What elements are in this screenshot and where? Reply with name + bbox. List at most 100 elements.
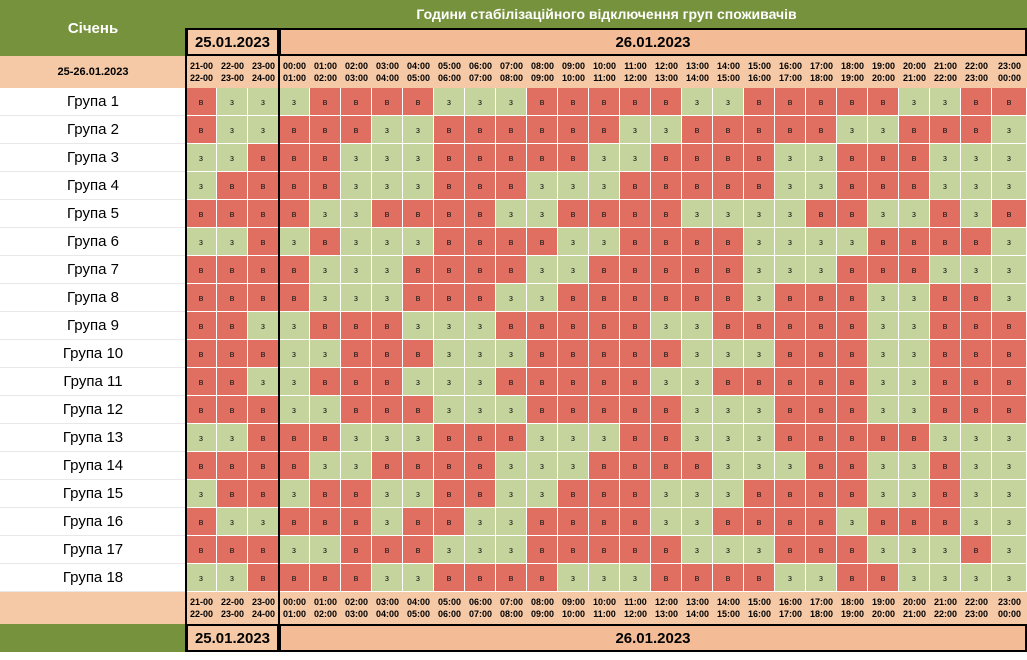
hour-start: 04:00 [406, 597, 431, 607]
outage-cell: в [961, 368, 992, 396]
outage-cell: в [279, 284, 310, 312]
outage-cell: в [341, 480, 372, 508]
footer-hour: 00:00 01:00 [279, 592, 310, 624]
month-label: Січень [0, 0, 186, 56]
outage-cell: в [744, 508, 775, 536]
power-on-cell: з [341, 200, 372, 228]
outage-cell: в [961, 284, 992, 312]
outage-cell: в [713, 368, 744, 396]
outage-cell: в [186, 340, 217, 368]
power-on-cell: з [558, 452, 589, 480]
footer-date-2: 26.01.2023 [279, 624, 1027, 652]
footer-hour: 01:00 02:00 [310, 592, 341, 624]
power-on-cell: з [341, 144, 372, 172]
hour-end: 05:00 [406, 73, 431, 83]
hour-end: 07:00 [468, 73, 493, 83]
power-on-cell: з [279, 88, 310, 116]
outage-cell: в [651, 200, 682, 228]
outage-cell: в [837, 88, 868, 116]
outage-cell: в [248, 200, 279, 228]
outage-cell: в [589, 508, 620, 536]
power-on-cell: з [589, 172, 620, 200]
power-on-cell: з [465, 340, 496, 368]
outage-cell: в [961, 340, 992, 368]
outage-cell: в [713, 228, 744, 256]
power-on-cell: з [589, 564, 620, 592]
hour-end: 04:00 [375, 73, 400, 83]
footer-hour: 20:00 21:00 [899, 592, 930, 624]
outage-cell: в [279, 172, 310, 200]
hour-end: 04:00 [375, 609, 400, 619]
power-on-cell: з [682, 312, 713, 340]
outage-cell: в [837, 536, 868, 564]
hour-end: 23-00 [220, 609, 245, 619]
power-on-cell: з [744, 424, 775, 452]
hour-end: 13:00 [654, 609, 679, 619]
hour-header: 19:00 20:00 [868, 56, 899, 88]
power-on-cell: з [589, 228, 620, 256]
power-on-cell: з [496, 452, 527, 480]
divider [278, 28, 280, 652]
outage-cell: в [775, 312, 806, 340]
power-on-cell: з [341, 424, 372, 452]
outage-cell: в [403, 256, 434, 284]
power-on-cell: з [434, 368, 465, 396]
group-label: Група 15 [0, 480, 186, 508]
power-on-cell: з [527, 480, 558, 508]
hour-end: 20:00 [871, 609, 896, 619]
outage-cell: в [496, 312, 527, 340]
hour-end: 09:00 [530, 609, 555, 619]
outage-cell: в [465, 424, 496, 452]
outage-cell: в [837, 172, 868, 200]
outage-cell: в [496, 368, 527, 396]
footer-hour: 16:00 17:00 [775, 592, 806, 624]
hour-end: 06:00 [437, 73, 462, 83]
outage-cell: в [589, 312, 620, 340]
power-on-cell: з [620, 564, 651, 592]
hour-start: 21:00 [933, 61, 958, 71]
power-on-cell: з [992, 172, 1027, 200]
outage-cell: в [372, 452, 403, 480]
power-on-cell: з [279, 480, 310, 508]
outage-cell: в [806, 312, 837, 340]
outage-cell: в [589, 340, 620, 368]
power-on-cell: з [496, 508, 527, 536]
outage-cell: в [434, 424, 465, 452]
power-on-cell: з [961, 564, 992, 592]
outage-cell: в [341, 396, 372, 424]
outage-cell: в [620, 452, 651, 480]
power-on-cell: з [744, 200, 775, 228]
outage-cell: в [527, 144, 558, 172]
footer-hour: 22-00 23-00 [217, 592, 248, 624]
outage-cell: в [217, 536, 248, 564]
footer-hour: 07:00 08:00 [496, 592, 527, 624]
outage-cell: в [403, 200, 434, 228]
outage-cell: в [341, 508, 372, 536]
outage-cell: в [465, 256, 496, 284]
outage-cell: в [713, 564, 744, 592]
outage-cell: в [651, 144, 682, 172]
power-on-cell: з [279, 312, 310, 340]
power-on-cell: з [527, 452, 558, 480]
outage-cell: в [837, 200, 868, 228]
outage-cell: в [589, 200, 620, 228]
hour-start: 16:00 [778, 61, 803, 71]
power-on-cell: з [248, 368, 279, 396]
outage-cell: в [682, 256, 713, 284]
footer-left [0, 624, 186, 652]
power-on-cell: з [496, 88, 527, 116]
power-on-cell: з [527, 172, 558, 200]
power-on-cell: з [403, 144, 434, 172]
outage-cell: в [620, 424, 651, 452]
power-on-cell: з [558, 172, 589, 200]
power-on-cell: з [868, 340, 899, 368]
power-on-cell: з [899, 368, 930, 396]
outage-cell: в [806, 424, 837, 452]
outage-cell: в [682, 144, 713, 172]
power-on-cell: з [868, 368, 899, 396]
power-on-cell: з [186, 480, 217, 508]
outage-cell: в [527, 368, 558, 396]
outage-cell: в [279, 452, 310, 480]
outage-cell: в [806, 368, 837, 396]
hour-end: 24-00 [251, 609, 276, 619]
